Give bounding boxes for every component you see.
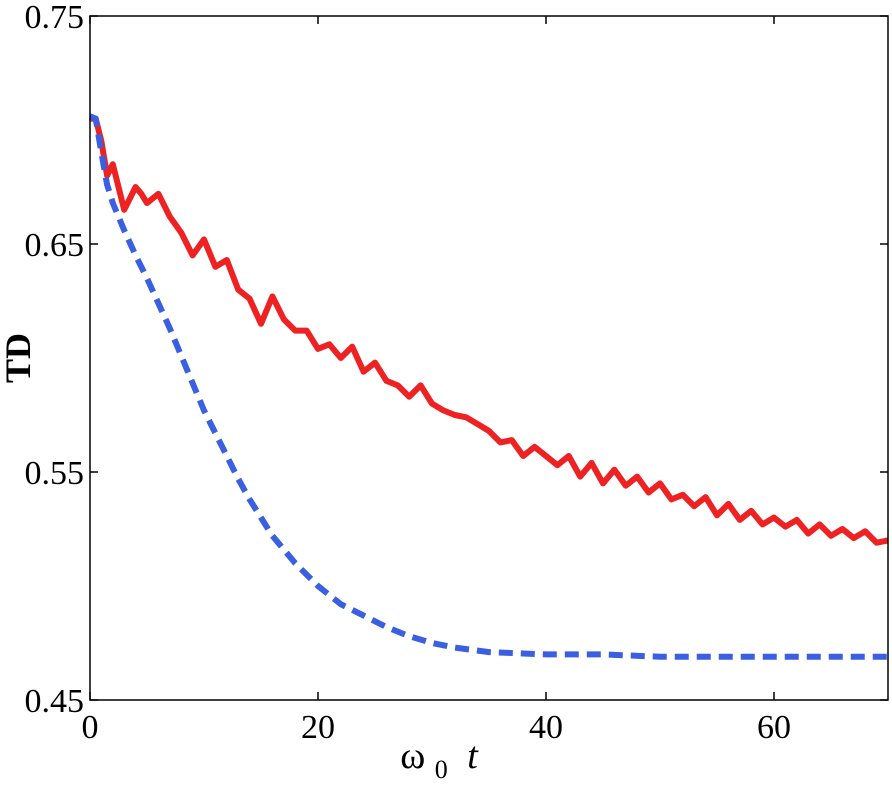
x-tick-label: 60: [757, 709, 791, 746]
y-tick-label: 0.75: [25, 0, 85, 36]
x-axis-label-variable: t: [467, 735, 479, 777]
y-axis-label: TD: [0, 333, 38, 383]
x-tick-label: 0: [82, 709, 99, 746]
series-layer: [88, 113, 889, 660]
y-tick-label: 0.65: [25, 227, 85, 264]
x-axis-label: ω 0 t: [400, 735, 479, 787]
x-tick-label: 40: [529, 709, 563, 746]
tick-layer: 0 20 40 60 0.45 0.55 0.65 0.75: [25, 0, 888, 746]
x-axis-label-subscript: 0: [435, 755, 448, 784]
y-tick-label: 0.45: [25, 683, 85, 720]
x-tick-label: 20: [301, 709, 335, 746]
plot-frame: [89, 15, 889, 701]
x-axis-label-symbol: ω: [400, 735, 425, 777]
series-line-solid: [90, 115, 889, 546]
y-tick-label: 0.55: [25, 455, 85, 492]
series-line-dashed: [88, 113, 888, 660]
